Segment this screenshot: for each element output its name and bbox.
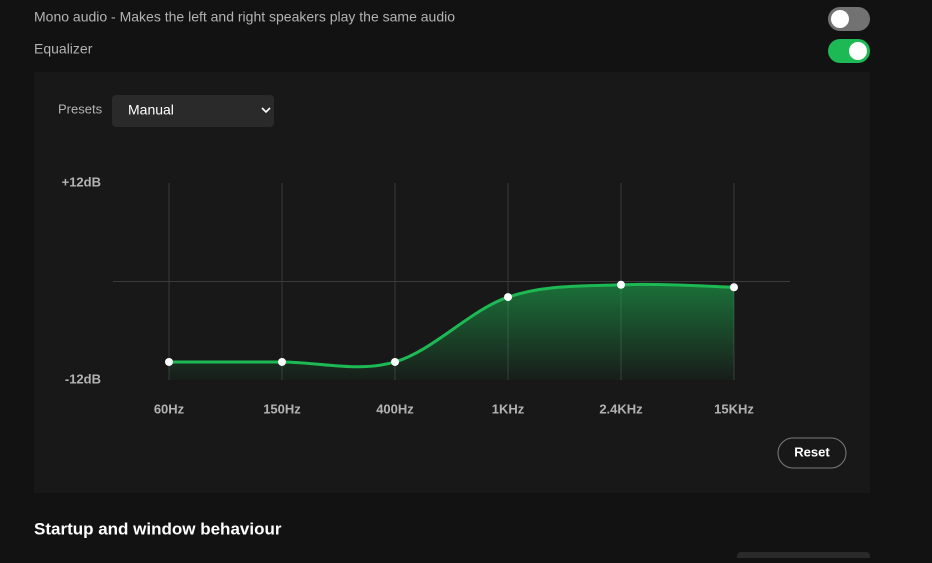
eq-handle[interactable] [617,280,625,289]
reset-label: Reset [794,444,830,459]
setting-label: Equalizer [34,41,93,57]
presets-label: Presets [58,101,103,116]
x-tick-label: 150Hz [263,401,301,416]
setting-label: Mono audio - Makes the left and right sp… [34,9,455,25]
partial-control [737,552,870,562]
reset-button[interactable] [777,437,847,469]
x-tick-label: 15KHz [714,401,754,416]
x-tick-label: 1KHz [492,401,525,416]
section-heading: Startup and window behaviour [34,519,282,538]
eq-area [169,284,734,380]
x-tick-label: 400Hz [376,401,414,416]
y-tick-label: +12dB [62,174,101,189]
preset-select[interactable] [112,95,274,127]
eq-handle[interactable] [504,293,512,302]
x-tick-label: 60Hz [154,401,185,416]
eq-line [169,282,735,369]
eq-handle[interactable] [165,357,173,366]
eq-handle[interactable] [730,283,738,292]
x-tick-label: 2.4KHz [599,401,643,416]
toggle-knob [831,10,849,28]
toggle-knob [849,42,867,60]
eq-handle[interactable] [278,357,286,366]
chevron [261,107,271,114]
eq-handle[interactable] [391,357,399,366]
preset-value: Manual [128,102,174,118]
y-tick-label: -12dB [65,371,101,386]
equalizer-panel [34,72,870,493]
